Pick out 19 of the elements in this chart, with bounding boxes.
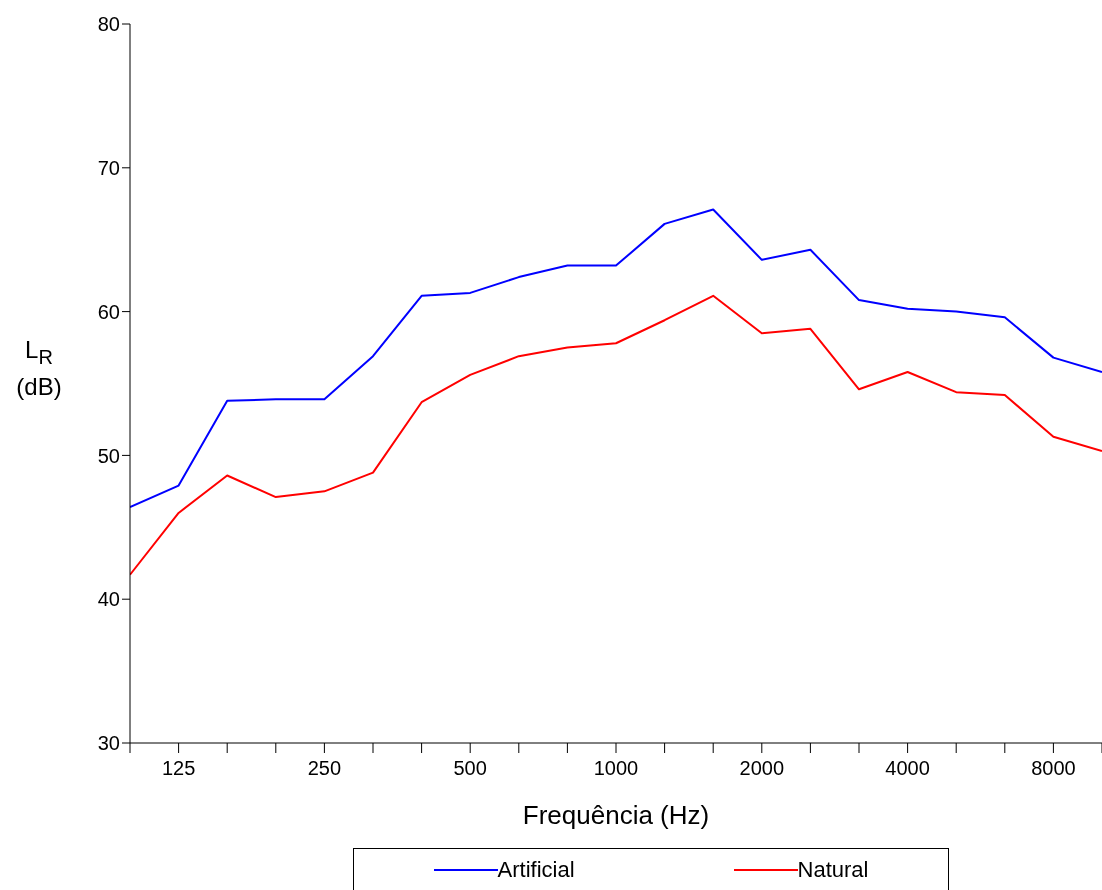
x-tick-label: 125 [161,757,196,780]
x-tick-label: 250 [307,757,342,780]
y-tick-label: 60 [97,300,120,323]
x-tick-label: 2000 [739,757,785,780]
x-axis-title: Frequência (Hz) [521,800,711,831]
x-tick-label: 1000 [593,757,639,780]
x-tick-label: 4000 [885,757,930,780]
x-tick-label: 500 [453,757,487,780]
x-tick-label: 8000 [1031,757,1076,780]
line-series [130,294,1102,576]
legend-label: Artificial [497,857,575,883]
y-tick-label: 70 [97,156,120,179]
legend-label: Natural [797,857,869,883]
line-series [130,208,1102,509]
y-tick-label: 30 [97,732,120,755]
y-tick-label: 80 [97,13,120,36]
y-tick-label: 50 [97,444,120,467]
y-tick-label: 40 [97,588,120,611]
y-axis-title: L$_{R}$ (dB) [15,335,63,402]
